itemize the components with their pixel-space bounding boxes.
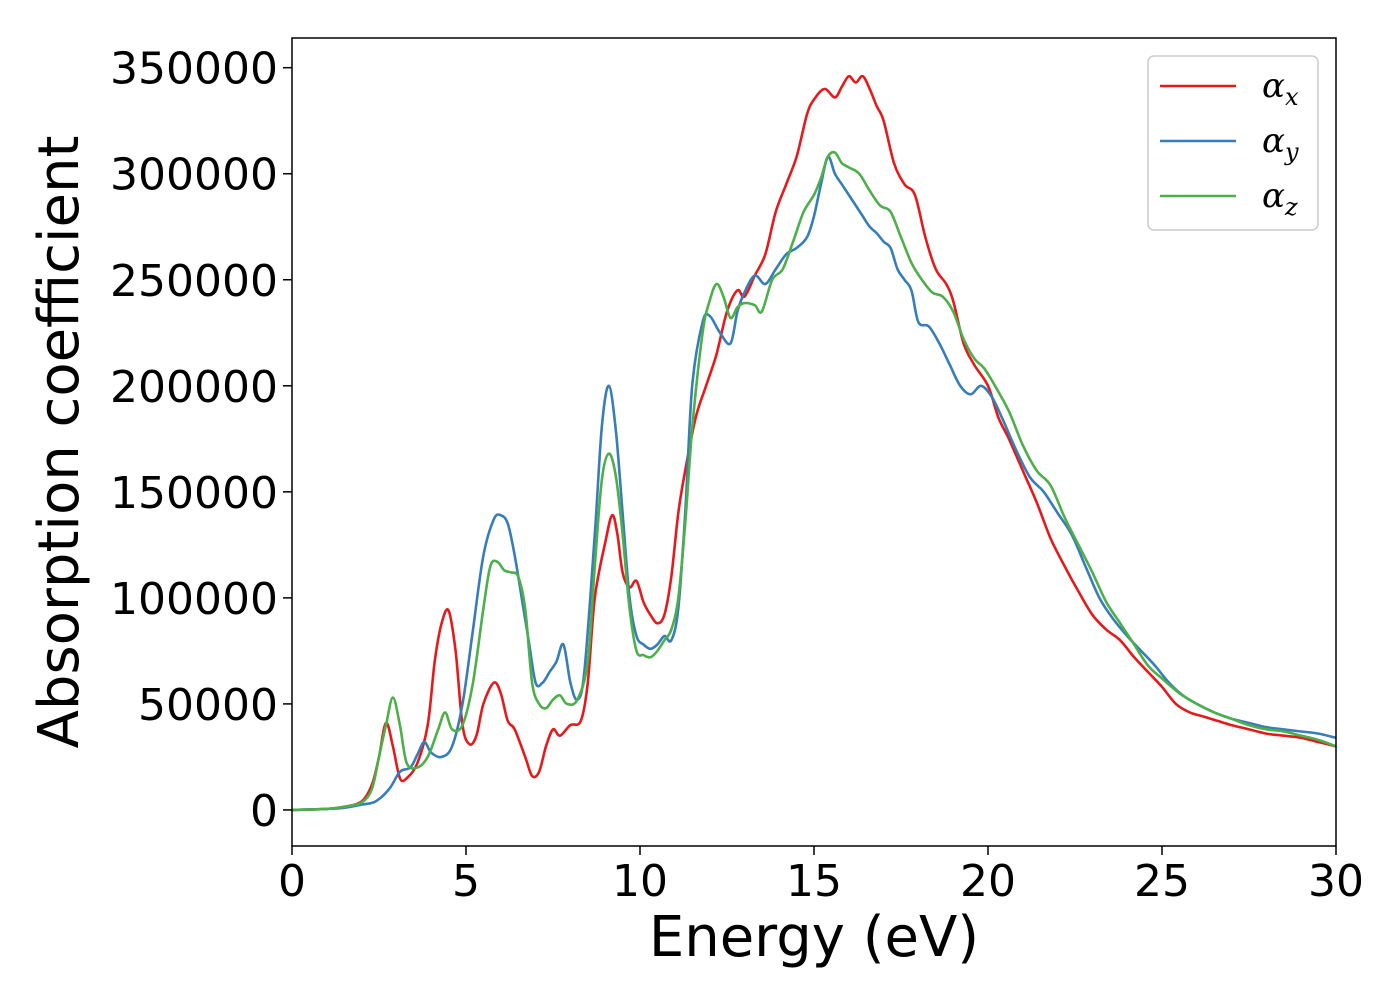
y-tick-label: 300000 <box>110 150 278 201</box>
x-tick-label: 25 <box>1134 856 1190 907</box>
x-tick-label: 20 <box>960 856 1016 907</box>
legend-label-y: αy <box>1262 121 1299 166</box>
x-tick-label: 0 <box>278 856 306 907</box>
series-layer <box>291 74 1337 812</box>
y-axis-label: Absorption coefficient <box>27 136 92 749</box>
series-line-y <box>291 155 1337 812</box>
y-tick-label: 150000 <box>110 468 278 519</box>
x-tick-label: 5 <box>452 856 480 907</box>
x-tick-label: 30 <box>1308 856 1364 907</box>
x-axis-label: Energy (eV) <box>649 905 979 970</box>
legend: αx αy αz <box>1147 55 1319 231</box>
legend-label-x: αx <box>1262 66 1299 111</box>
series-line-x <box>291 74 1337 812</box>
y-tick-label: 50000 <box>138 680 278 731</box>
legend-box <box>1147 55 1319 231</box>
y-tick-label: 250000 <box>110 256 278 307</box>
y-axis-ticks: 0 50000 100000 150000 200000 250000 300000 3500… <box>110 44 292 837</box>
y-tick-label: 350000 <box>110 44 278 95</box>
x-tick-label: 10 <box>612 856 668 907</box>
y-tick-label: 0 <box>250 786 278 837</box>
x-axis-ticks: 0 5 10 15 20 25 30 <box>278 846 1364 907</box>
series-line-z <box>291 150 1337 812</box>
y-tick-label: 100000 <box>110 574 278 625</box>
legend-label-z: αz <box>1262 176 1298 221</box>
x-tick-label: 15 <box>786 856 842 907</box>
y-tick-label: 200000 <box>110 362 278 413</box>
